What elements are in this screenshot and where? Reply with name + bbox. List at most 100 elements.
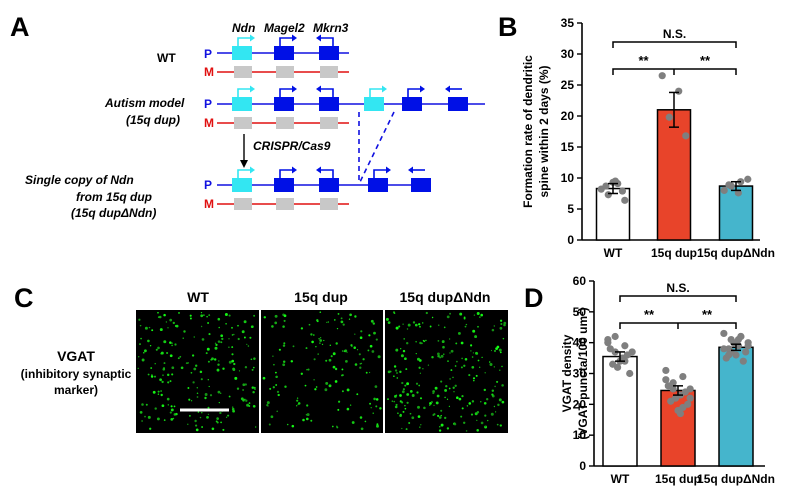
y-tick-label: 60 [573, 274, 587, 288]
vgat-punctum [405, 408, 407, 410]
sig-label-top: N.S. [663, 27, 686, 41]
vgat-punctum [273, 386, 275, 388]
paternal-label: P [204, 97, 212, 111]
autism-ndn-dup-arrowhead [382, 86, 387, 93]
vgat-punctum [357, 349, 358, 350]
vgat-punctum [210, 394, 212, 396]
vgat-punctum [360, 363, 362, 365]
vgat-punctum [394, 365, 396, 367]
vgat-punctum [306, 404, 308, 406]
maternal-label: M [204, 197, 214, 211]
vgat-punctum [459, 313, 462, 316]
sig-bracket-low [620, 323, 736, 329]
vgat-punctum [338, 313, 340, 315]
vgat-punctum [373, 413, 374, 414]
vgat-punctum [441, 415, 442, 416]
vgat-punctum [253, 405, 256, 408]
wt-mkrn3-arrow [321, 38, 333, 46]
autism-magel2-box [274, 97, 294, 111]
y-axis-label: Formation rate of dendritic [521, 55, 535, 208]
vgat-punctum [275, 315, 278, 318]
single-magel2-box [274, 178, 294, 192]
vgat-punctum [477, 312, 480, 315]
vgat-punctum [269, 423, 271, 425]
vgat-punctum [316, 386, 318, 388]
vgat-punctum [276, 411, 278, 413]
vgat-punctum [454, 423, 456, 425]
vgat-punctum [473, 380, 475, 382]
vgat-punctum [194, 420, 196, 422]
vgat-punctum [166, 352, 168, 354]
vgat-punctum [470, 350, 471, 351]
vgat-punctum [216, 420, 218, 422]
vgat-punctum [388, 371, 391, 374]
vgat-punctum [253, 315, 255, 317]
vgat-punctum [329, 359, 332, 362]
vgat-punctum [173, 322, 175, 324]
vgat-punctum [222, 368, 224, 370]
vgat-punctum [237, 325, 239, 327]
vgat-punctum [341, 317, 343, 319]
vgat-punctum [456, 396, 459, 399]
vgat-punctum [155, 407, 157, 409]
crispr-arrowhead [240, 160, 248, 168]
vgat-punctum [306, 347, 308, 349]
vgat-punctum [203, 314, 205, 316]
vgat-punctum [166, 321, 167, 322]
data-point [666, 114, 673, 121]
autism-mkrn3-arrow [321, 89, 333, 97]
vgat-punctum [158, 316, 160, 318]
vgat-punctum [343, 323, 345, 325]
vgat-punctum [415, 324, 418, 327]
panel-d: D 0102030405060VGAT density (VGAT puncta/… [524, 274, 775, 486]
vgat-punctum [233, 334, 235, 336]
vgat-punctum [200, 314, 203, 317]
single-mkrn3-dup-box [411, 178, 431, 192]
vgat-punctum [171, 366, 174, 369]
vgat-punctum [338, 401, 340, 403]
vgat-punctum [376, 398, 379, 401]
vgat-punctum [138, 356, 139, 357]
y-axis-label-2: (VGAT puncta/100 um2) [576, 307, 590, 439]
vgat-punctum [189, 415, 191, 417]
vgat-punctum [376, 339, 378, 341]
data-point [662, 376, 669, 383]
wt-magel2-arrow [280, 38, 292, 46]
vgat-punctum [367, 349, 369, 351]
vgat-punctum [450, 369, 452, 371]
vgat-punctum [439, 357, 441, 359]
vgat-punctum [345, 360, 348, 363]
vgat-punctum [150, 345, 151, 346]
vgat-punctum [220, 422, 222, 424]
vgat-punctum [484, 372, 485, 373]
data-point [662, 367, 669, 374]
vgat-punctum [313, 379, 315, 381]
vgat-punctum [470, 344, 472, 346]
y-tick-label: 0 [567, 233, 574, 247]
bar [658, 110, 691, 240]
vgat-punctum [354, 315, 356, 317]
vgat-punctum [229, 361, 232, 364]
vgat-punctum [473, 352, 474, 353]
vgat-punctum [161, 352, 164, 355]
data-point [679, 404, 686, 411]
vgat-punctum [212, 428, 215, 431]
vgat-punctum [201, 312, 202, 313]
vgat-punctum [501, 366, 502, 367]
single-ndn-box [232, 178, 252, 192]
vgat-punctum [296, 405, 297, 406]
single-mkrn3-box [319, 178, 339, 192]
vgat-punctum [162, 404, 165, 407]
vgat-punctum [161, 394, 163, 396]
vgat-punctum [353, 346, 356, 349]
vgat-punctum [396, 377, 398, 379]
vgat-punctum [494, 386, 496, 388]
vgat-punctum [403, 350, 405, 352]
vgat-punctum [405, 368, 407, 370]
row-label-autism: Autism model [104, 96, 185, 110]
vgat-punctum [456, 361, 458, 363]
vgat-punctum [201, 426, 203, 428]
vgat-punctum [275, 372, 277, 374]
vgat-punctum [437, 415, 439, 417]
single-mkrn3-arrow [321, 170, 333, 178]
